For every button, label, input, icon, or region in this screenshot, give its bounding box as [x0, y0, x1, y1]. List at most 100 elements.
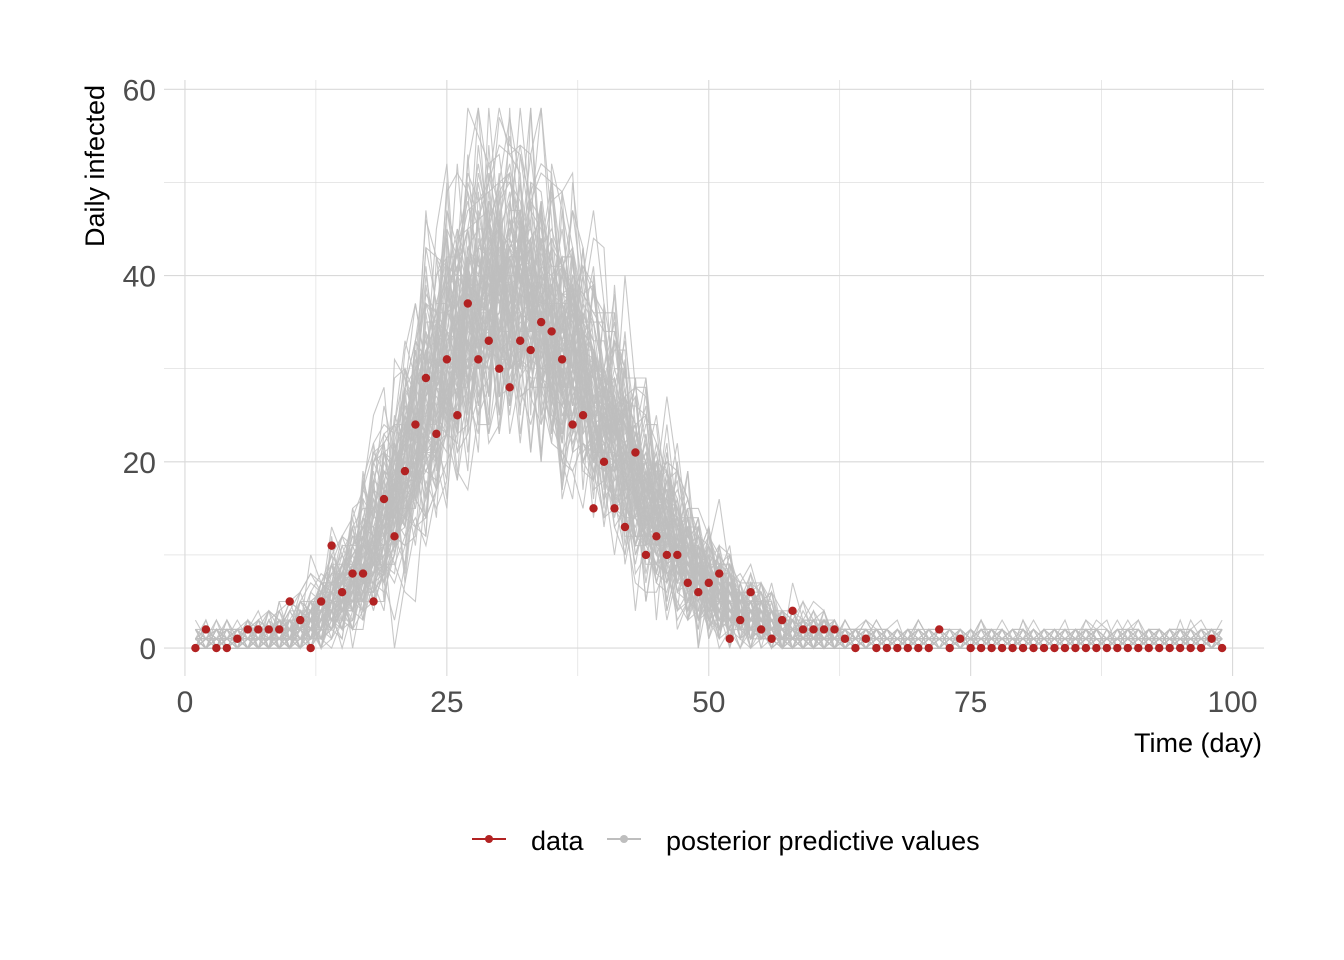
- data-point: [453, 411, 462, 420]
- data-point: [568, 420, 577, 429]
- data-point: [872, 643, 881, 653]
- data-point: [515, 336, 525, 345]
- data-point: [316, 597, 326, 606]
- data-point: [914, 643, 923, 653]
- data-point: [1039, 643, 1049, 653]
- data-point: [421, 373, 431, 383]
- data-point: [767, 634, 776, 643]
- data-point: [641, 550, 651, 560]
- x-tick-label: 25: [430, 686, 463, 719]
- data-point: [526, 345, 535, 355]
- data-point: [264, 625, 273, 634]
- data-point: [599, 457, 609, 467]
- data-point: [1144, 643, 1153, 653]
- data-point: [536, 317, 546, 327]
- data-point: [694, 587, 703, 597]
- data-point: [379, 494, 389, 504]
- data-point: [788, 606, 797, 616]
- data-point: [1196, 643, 1206, 653]
- data-point: [463, 299, 473, 308]
- legend-key-posterior-point: [620, 835, 628, 843]
- data-point: [348, 569, 357, 578]
- data-point: [683, 578, 693, 588]
- data-point: [474, 355, 483, 364]
- data-point: [306, 643, 315, 653]
- data-point: [484, 336, 493, 345]
- y-tick-label: 20: [123, 447, 156, 480]
- y-tick-labels: 0 20 40 60: [123, 74, 156, 666]
- data-point: [547, 327, 556, 336]
- data-point: [819, 625, 829, 634]
- data-point: [1217, 643, 1227, 653]
- data-point: [924, 643, 933, 653]
- data-point: [201, 625, 211, 634]
- y-tick-label: 40: [123, 261, 156, 294]
- data-points: [191, 299, 1227, 653]
- x-tick-label: 100: [1208, 686, 1258, 719]
- data-point: [1092, 643, 1101, 653]
- data-point: [495, 364, 504, 373]
- legend-label-posterior: posterior predictive values: [666, 826, 980, 856]
- data-point: [1134, 643, 1143, 653]
- data-point: [777, 615, 787, 625]
- data-point: [1207, 634, 1216, 643]
- data-point: [400, 466, 410, 476]
- data-point: [243, 625, 253, 634]
- legend-item-posterior: posterior predictive values: [607, 826, 980, 856]
- data-point: [222, 643, 232, 653]
- x-tick-label: 75: [954, 686, 987, 719]
- data-point: [851, 643, 860, 653]
- data-point: [1071, 643, 1080, 653]
- data-point: [369, 597, 378, 606]
- data-point: [505, 383, 514, 392]
- legend-key-data-point: [485, 835, 493, 843]
- x-axis-title: Time (day): [1134, 728, 1262, 758]
- data-point: [1123, 643, 1133, 653]
- data-point: [275, 625, 284, 634]
- data-point: [1175, 643, 1185, 653]
- data-point: [295, 615, 305, 625]
- y-tick-label: 60: [123, 74, 156, 107]
- data-point: [1102, 643, 1112, 653]
- data-point: [735, 615, 745, 625]
- data-point: [945, 643, 954, 653]
- data-point: [631, 448, 640, 457]
- data-point: [358, 569, 368, 578]
- data-point: [704, 578, 713, 588]
- data-point: [1008, 643, 1017, 653]
- x-tick-labels: 0 25 50 75 100: [177, 686, 1258, 719]
- data-point: [903, 643, 913, 653]
- data-point: [1155, 643, 1164, 653]
- data-point: [976, 643, 986, 653]
- data-point: [337, 587, 347, 597]
- data-point: [1060, 643, 1070, 653]
- data-point: [411, 420, 420, 429]
- legend-item-data: data: [472, 826, 585, 856]
- data-point: [997, 643, 1007, 653]
- y-axis-title: Daily infected: [80, 85, 110, 247]
- data-point: [809, 625, 818, 634]
- data-point: [673, 550, 682, 560]
- data-point: [1113, 643, 1122, 653]
- data-point: [390, 532, 399, 541]
- data-point: [254, 625, 263, 634]
- data-point: [746, 587, 755, 597]
- data-point: [442, 355, 452, 364]
- data-point: [756, 625, 766, 634]
- data-point: [233, 634, 242, 643]
- data-point: [557, 355, 567, 364]
- data-point: [589, 504, 598, 513]
- data-point: [987, 643, 996, 653]
- data-point: [1018, 643, 1028, 653]
- data-point: [1186, 643, 1195, 653]
- data-point: [966, 643, 975, 653]
- y-tick-label: 0: [139, 633, 156, 666]
- data-point: [715, 569, 724, 578]
- data-point: [1165, 643, 1174, 653]
- posterior-draw-line: [195, 182, 1223, 650]
- data-point: [840, 634, 850, 643]
- x-tick-label: 0: [177, 686, 194, 719]
- data-point: [1050, 643, 1059, 653]
- data-point: [861, 634, 871, 643]
